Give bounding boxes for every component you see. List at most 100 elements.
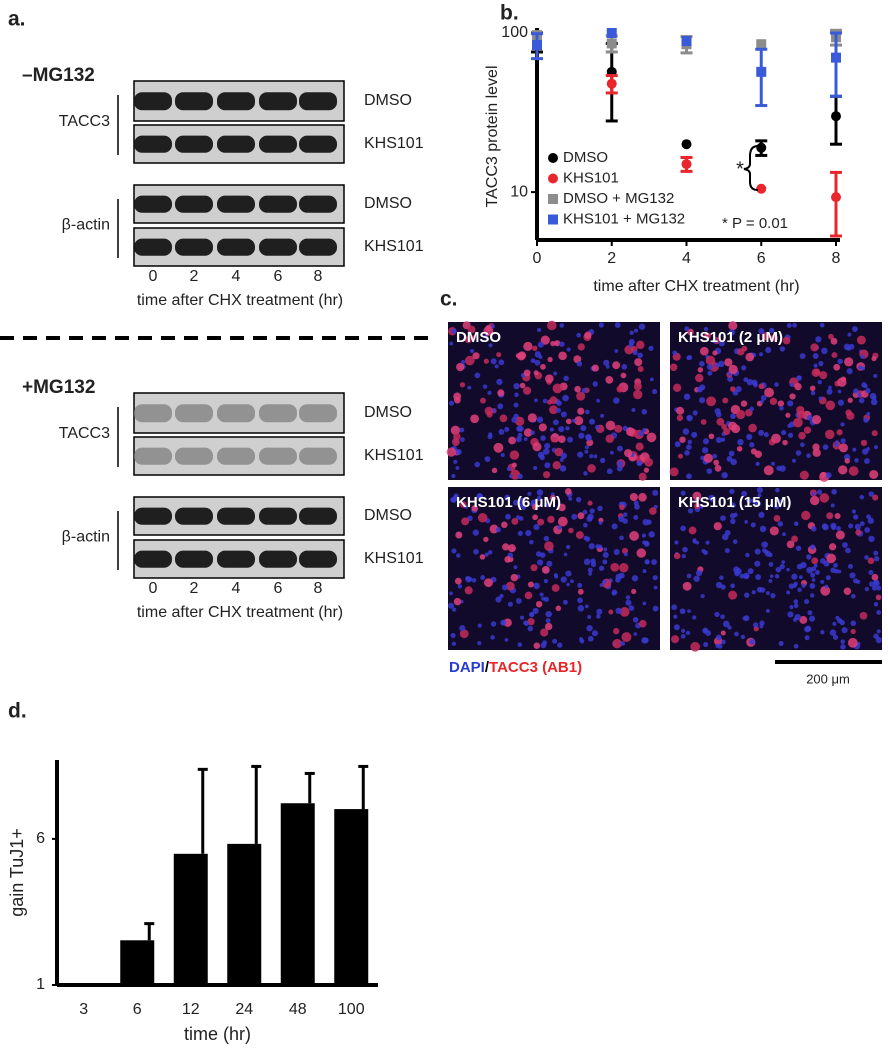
cell bbox=[488, 550, 493, 555]
cell bbox=[552, 638, 558, 644]
cell bbox=[539, 592, 544, 597]
cell bbox=[861, 366, 866, 371]
cell bbox=[768, 578, 773, 583]
cell bbox=[831, 352, 838, 359]
cell bbox=[533, 465, 538, 471]
lane-label: 8 bbox=[314, 268, 323, 285]
annotation: * P = 0.01 bbox=[722, 215, 788, 232]
lane-label: 2 bbox=[190, 580, 199, 597]
cell bbox=[828, 385, 832, 390]
cell bbox=[652, 605, 659, 612]
cell bbox=[763, 432, 769, 438]
cell bbox=[456, 553, 461, 558]
cell bbox=[529, 611, 535, 617]
cell bbox=[854, 523, 861, 530]
cell bbox=[593, 454, 598, 459]
cell bbox=[517, 642, 523, 647]
cell bbox=[587, 500, 593, 506]
cell bbox=[565, 426, 570, 431]
cell bbox=[465, 576, 472, 583]
cell bbox=[541, 565, 550, 574]
cell bbox=[448, 400, 454, 406]
cell bbox=[557, 642, 563, 648]
cell bbox=[625, 599, 632, 606]
cell bbox=[775, 487, 780, 493]
cell bbox=[591, 364, 599, 372]
cell bbox=[732, 539, 738, 545]
cell bbox=[859, 494, 865, 500]
cell bbox=[728, 421, 738, 431]
cell bbox=[471, 504, 479, 512]
cell bbox=[781, 429, 787, 436]
cell bbox=[824, 429, 835, 440]
tile-label: KHS101 (6 μM) bbox=[456, 494, 561, 511]
cell bbox=[744, 592, 750, 598]
cell bbox=[760, 395, 767, 401]
band bbox=[217, 404, 255, 423]
cell bbox=[837, 569, 842, 574]
band bbox=[134, 507, 172, 525]
cell bbox=[588, 543, 595, 550]
cell bbox=[758, 429, 765, 436]
cell bbox=[535, 600, 543, 608]
cell bbox=[861, 382, 867, 388]
cell bbox=[543, 535, 550, 542]
cell bbox=[706, 363, 713, 370]
cell bbox=[454, 577, 462, 585]
cell bbox=[545, 622, 553, 631]
cell bbox=[615, 573, 622, 580]
cell bbox=[624, 449, 633, 458]
cell bbox=[864, 458, 870, 464]
panel-label: d. bbox=[8, 700, 27, 723]
cell bbox=[580, 425, 587, 432]
row-label: DMSO bbox=[364, 195, 412, 212]
cell bbox=[649, 507, 657, 515]
x-tick-label: 2 bbox=[607, 250, 616, 267]
cell bbox=[506, 466, 511, 471]
cell bbox=[687, 439, 693, 445]
cell bbox=[620, 641, 626, 646]
cell bbox=[455, 531, 463, 539]
cell bbox=[474, 372, 481, 379]
cell bbox=[789, 605, 794, 610]
cell bbox=[489, 524, 499, 534]
cell bbox=[562, 394, 569, 402]
cell bbox=[577, 605, 585, 612]
cell bbox=[755, 461, 760, 467]
cell bbox=[611, 591, 617, 596]
band bbox=[299, 92, 337, 111]
scale-bar-label: 200 μm bbox=[806, 671, 850, 686]
cell bbox=[669, 467, 679, 477]
cell bbox=[820, 471, 827, 478]
cell bbox=[810, 572, 816, 578]
cell bbox=[575, 496, 582, 503]
band bbox=[134, 135, 172, 153]
cell bbox=[754, 450, 762, 458]
cell bbox=[621, 632, 632, 642]
cell bbox=[507, 601, 513, 607]
cell bbox=[508, 436, 517, 445]
cell bbox=[543, 596, 550, 602]
cell bbox=[628, 605, 635, 611]
cell bbox=[559, 457, 564, 462]
cell bbox=[474, 461, 481, 468]
cell bbox=[513, 565, 518, 570]
cell bbox=[577, 407, 585, 415]
cell bbox=[587, 615, 592, 619]
cell bbox=[459, 382, 466, 388]
cell bbox=[568, 527, 574, 534]
cell bbox=[854, 458, 859, 463]
cell bbox=[853, 578, 859, 584]
cell bbox=[513, 382, 520, 390]
cell bbox=[721, 639, 726, 645]
cell bbox=[763, 465, 774, 476]
cell bbox=[868, 581, 875, 587]
cell bbox=[787, 400, 794, 407]
cell bbox=[571, 513, 578, 520]
cell bbox=[778, 641, 784, 647]
cell bbox=[801, 583, 806, 588]
cell bbox=[605, 376, 614, 384]
cell bbox=[841, 627, 848, 634]
cell bbox=[835, 615, 840, 620]
cell bbox=[787, 611, 794, 618]
